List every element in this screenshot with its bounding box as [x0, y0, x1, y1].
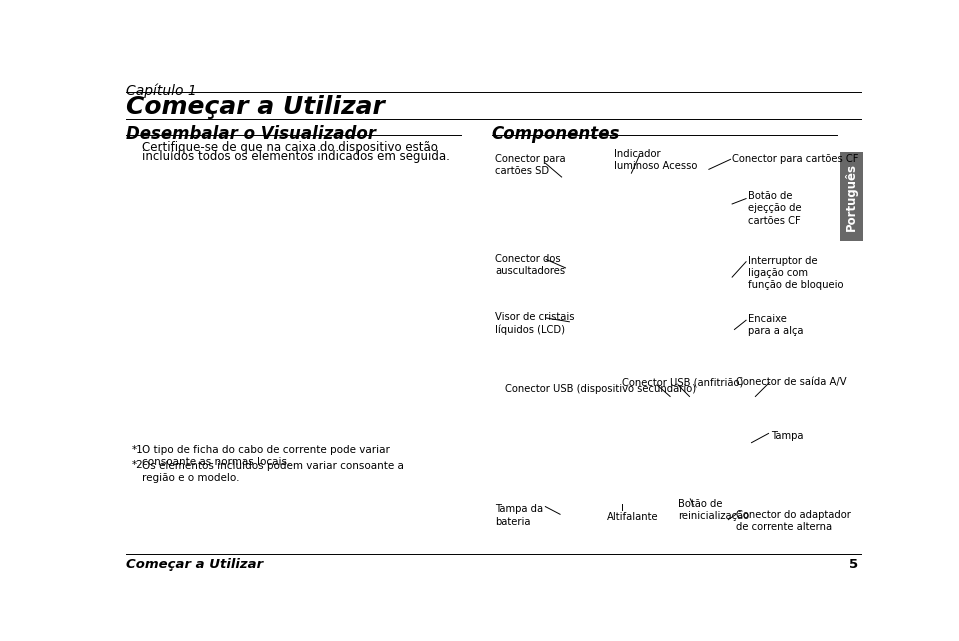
- Text: Conector para cartões CF: Conector para cartões CF: [732, 154, 858, 164]
- Text: Conector USB (anfitrião): Conector USB (anfitrião): [622, 377, 743, 387]
- Text: *2: *2: [131, 460, 143, 470]
- Text: 5: 5: [849, 558, 857, 571]
- Text: Indicador
luminoso Acesso: Indicador luminoso Acesso: [615, 149, 698, 171]
- Text: Encaixe
para a alça: Encaixe para a alça: [748, 314, 803, 337]
- Text: Português: Português: [845, 163, 858, 231]
- Text: *1: *1: [131, 445, 143, 455]
- Bar: [840, 153, 863, 241]
- Text: Conector dos
auscultadores: Conector dos auscultadores: [495, 254, 565, 276]
- Text: Botão de
reinicialização: Botão de reinicialização: [678, 499, 749, 521]
- Text: Conector USB (dispositivo secundário): Conector USB (dispositivo secundário): [505, 383, 696, 394]
- Text: Interruptor de
ligação com
função de bloqueio: Interruptor de ligação com função de blo…: [748, 256, 843, 290]
- Text: Visor de cristais
líquidos (LCD): Visor de cristais líquidos (LCD): [495, 312, 574, 335]
- Text: Componentes: Componentes: [492, 124, 620, 143]
- Text: Conector de saída A/V: Conector de saída A/V: [736, 377, 847, 387]
- Text: Altifalante: Altifalante: [607, 512, 658, 522]
- Text: Os elementos incluídos podem variar consoante a
região e o modelo.: Os elementos incluídos podem variar cons…: [142, 460, 404, 483]
- Text: Tampa: Tampa: [771, 431, 804, 441]
- Text: O tipo de ficha do cabo de corrente pode variar
consoante as normas locais.: O tipo de ficha do cabo de corrente pode…: [142, 445, 389, 467]
- Text: incluídos todos os elementos indicados em seguida.: incluídos todos os elementos indicados e…: [142, 150, 450, 163]
- Text: Tampa da
bateria: Tampa da bateria: [495, 504, 543, 527]
- Text: Botão de
ejeçção de
cartões CF: Botão de ejeçção de cartões CF: [748, 191, 802, 226]
- Text: Conector do adaptador
de corrente alterna: Conector do adaptador de corrente altern…: [736, 510, 851, 532]
- Text: Capítulo 1: Capítulo 1: [126, 83, 197, 97]
- Text: Certifique-se de que na caixa do dispositivo estão: Certifique-se de que na caixa do disposi…: [142, 141, 437, 154]
- Text: Desembalar o Visualizador: Desembalar o Visualizador: [126, 124, 376, 143]
- Text: Conector para
cartões SD: Conector para cartões SD: [495, 154, 566, 176]
- Text: Começar a Utilizar: Começar a Utilizar: [126, 96, 385, 119]
- Text: Começar a Utilizar: Começar a Utilizar: [126, 558, 263, 571]
